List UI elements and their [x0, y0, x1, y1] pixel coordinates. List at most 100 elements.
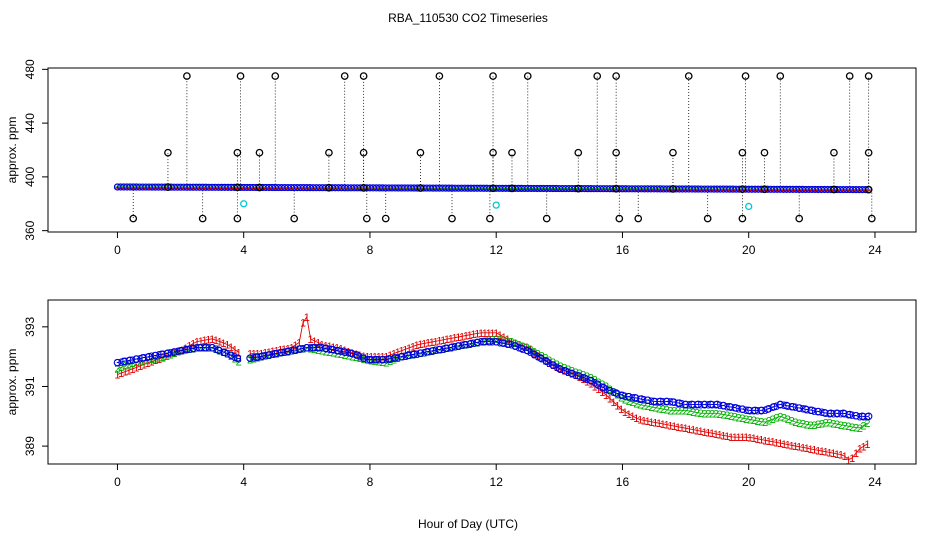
bottom-series-1-point: 1 — [834, 449, 840, 461]
top-spike-point — [684, 72, 693, 80]
top-spike-point — [864, 72, 873, 80]
bottom-series-3-point: 3 — [732, 403, 738, 415]
bottom-series-3-point: 3 — [326, 344, 332, 356]
bottom-series-2-point: 2 — [148, 354, 154, 366]
bottom-series-2-point: 2 — [376, 357, 382, 369]
bottom-series-1-point: 1 — [580, 374, 586, 386]
bottom-series-1-point: 1 — [368, 352, 374, 364]
bottom-series-2-point: 2 — [433, 345, 439, 357]
top-spike-point — [845, 72, 854, 80]
bottom-series-1-point: 1 — [675, 422, 681, 434]
top-x-tick-label: 4 — [240, 243, 247, 257]
bottom-series-2-point: 2 — [209, 343, 215, 355]
bottom-series-1-point: 1 — [179, 345, 185, 357]
bottom-series-1-point: 1 — [808, 444, 814, 456]
bottom-series-3-point: 3 — [781, 400, 787, 412]
bottom-series-3-circle — [763, 405, 772, 413]
bottom-series-2-point: 2 — [258, 351, 264, 363]
bottom-x-tick-label: 12 — [490, 475, 504, 489]
bottom-series-2-point: 2 — [429, 346, 435, 358]
bottom-series-1-point: 1 — [156, 354, 162, 366]
bottom-series-3-point: 3 — [493, 337, 499, 349]
bottom-series-3-circle — [233, 354, 242, 362]
bottom-series-1-point: 1 — [455, 332, 461, 344]
bottom-series-3-point: 3 — [126, 355, 132, 367]
top-spike-point — [612, 148, 620, 157]
bottom-series-3-point: 3 — [626, 392, 632, 404]
bottom-series-2-point: 2 — [474, 337, 480, 349]
bottom-series-3-point: 3 — [664, 396, 670, 408]
bottom-series-1-point: 1 — [770, 437, 776, 449]
bottom-series-3-point: 3 — [505, 339, 511, 351]
bottom-series-1-point: 1 — [118, 368, 124, 380]
bottom-series-3-point: 3 — [300, 343, 306, 355]
bottom-series-1-point: 1 — [823, 447, 829, 459]
bottom-series-2-point: 2 — [720, 410, 726, 422]
bottom-series-1-point: 1 — [440, 335, 446, 347]
bottom-series-2-point: 2 — [864, 418, 870, 430]
bottom-series-1-point: 1 — [236, 347, 242, 359]
bottom-series-2-point: 2 — [217, 346, 223, 358]
bottom-series-1-point: 1 — [410, 341, 416, 353]
bottom-series-1-point: 1 — [800, 442, 806, 454]
bottom-series-1-point: 1 — [679, 423, 685, 435]
bottom-series-3-point: 3 — [406, 350, 412, 362]
bottom-series-2-point: 2 — [800, 419, 806, 431]
bottom-series-1-point: 1 — [554, 362, 560, 374]
bottom-series-1-point: 1 — [789, 440, 795, 452]
bottom-series-3-point: 3 — [804, 404, 810, 416]
bottom-series-3-point: 3 — [236, 354, 242, 366]
bottom-series-2-point: 2 — [576, 368, 582, 380]
bottom-series-3-point: 3 — [292, 345, 298, 357]
bottom-series-2-point: 2 — [493, 334, 499, 346]
bottom-series-2-point: 2 — [205, 343, 211, 355]
bottom-series-2-point: 2 — [304, 343, 310, 355]
bottom-series-3-point: 3 — [470, 338, 476, 350]
bottom-x-tick-label: 20 — [742, 475, 756, 489]
top-plot-frame — [47, 67, 917, 233]
bottom-series-1-point: 1 — [758, 435, 764, 447]
bottom-series-1-point: 1 — [611, 397, 617, 409]
bottom-series-3-point: 3 — [205, 343, 211, 355]
bottom-series-2-point: 2 — [713, 408, 719, 420]
bottom-series-2-point: 2 — [789, 416, 795, 428]
bottom-series-1-point: 1 — [171, 348, 177, 360]
bottom-series-2-point: 2 — [527, 344, 533, 356]
bottom-series-2-point: 2 — [701, 408, 707, 420]
bottom-series-2-point: 2 — [785, 414, 791, 426]
bottom-series-3-circle — [542, 357, 551, 366]
bottom-series-2-point: 2 — [179, 345, 185, 357]
bottom-series-3-point: 3 — [667, 397, 673, 409]
bottom-x-tick-label: 4 — [240, 475, 247, 489]
top-spike-point — [615, 214, 624, 223]
bottom-series-2-point: 2 — [679, 405, 685, 417]
bottom-series-3-point: 3 — [262, 351, 268, 363]
bottom-series-3-point: 3 — [478, 337, 484, 349]
top-spike-base-point — [489, 184, 497, 193]
bottom-series-3-point: 3 — [311, 343, 317, 355]
bottom-series-2-point: 2 — [122, 361, 128, 373]
top-spike-point — [340, 72, 349, 80]
bottom-series-3-circle — [864, 412, 873, 421]
bottom-series-2-point: 2 — [220, 347, 226, 359]
bottom-series-2-point: 2 — [228, 351, 234, 363]
bottom-series-2-point: 2 — [739, 413, 745, 425]
bottom-series-3-point: 3 — [826, 408, 832, 420]
top-spike-base-point — [760, 185, 769, 194]
top-spike-base-point — [574, 184, 583, 193]
top-cyan-point — [240, 200, 248, 208]
bottom-series-3-point: 3 — [255, 352, 261, 364]
top-spike-point — [416, 148, 425, 157]
bottom-series-2-point: 2 — [815, 419, 821, 431]
top-cyan-point — [745, 202, 753, 211]
top-x-tick-label: 20 — [742, 243, 756, 257]
bottom-series-2-point: 2 — [285, 346, 291, 358]
bottom-series-1-point: 1 — [277, 345, 283, 357]
bottom-series-1-point: 1 — [819, 446, 825, 458]
bottom-series-1-point: 1 — [705, 428, 711, 440]
bottom-series-3-point: 3 — [281, 347, 287, 359]
top-spike-base-point — [233, 183, 242, 192]
bottom-series-3-circle — [580, 374, 589, 382]
bottom-series-1-point: 1 — [845, 455, 851, 467]
bottom-series-2-point: 2 — [444, 343, 450, 355]
